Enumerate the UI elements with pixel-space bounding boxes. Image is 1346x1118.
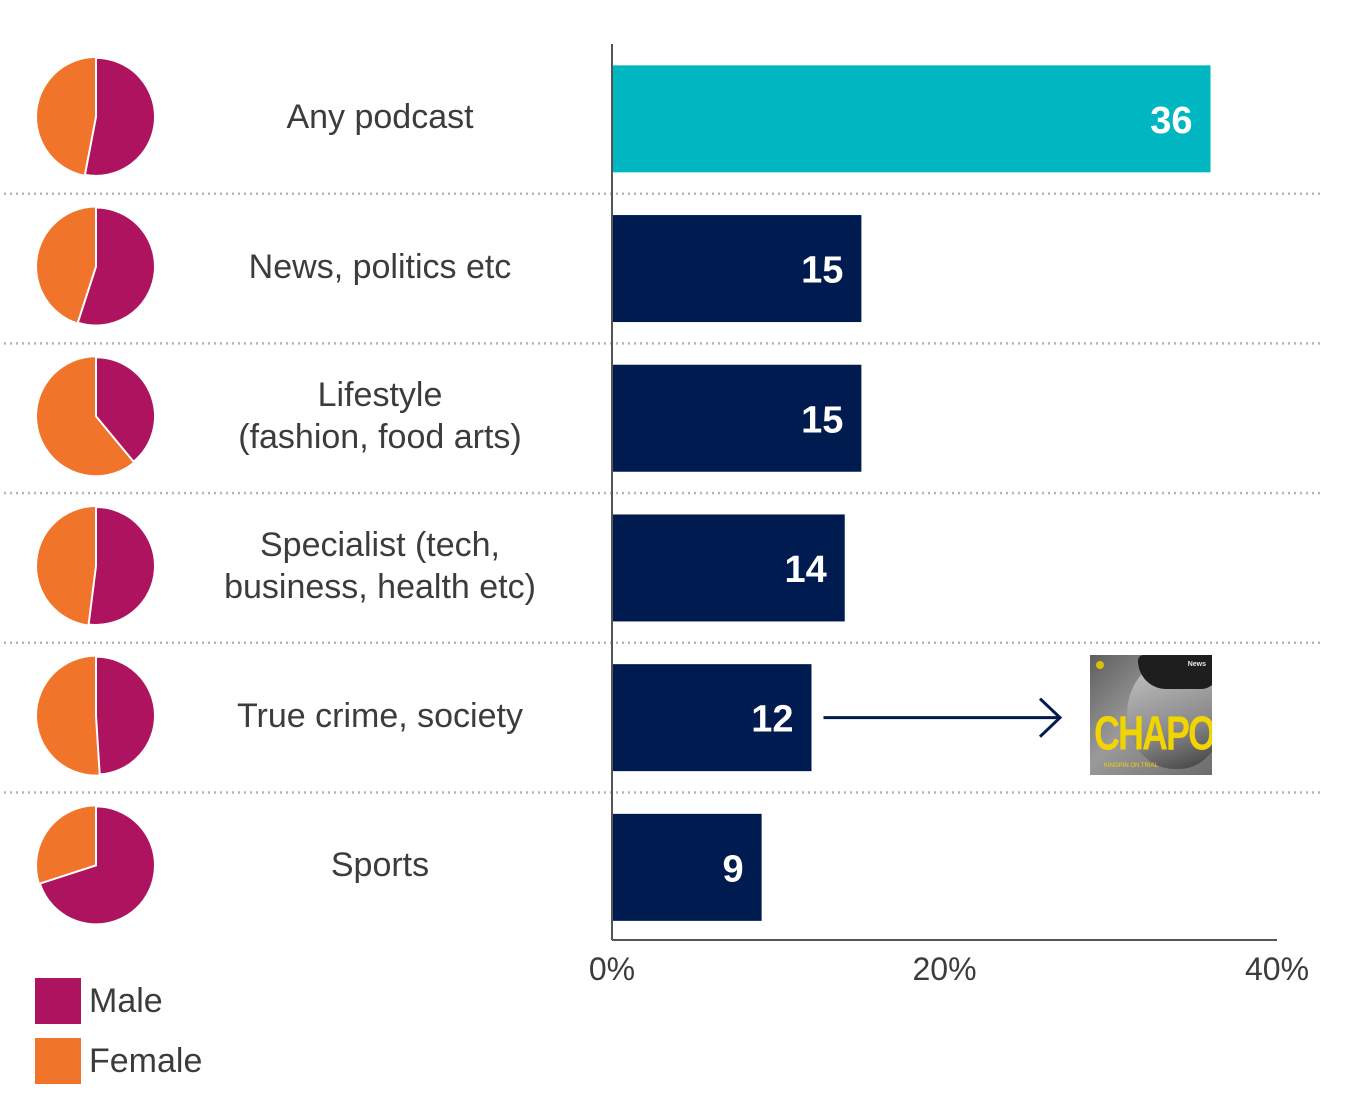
bar-value-label-4: 12 (751, 699, 793, 741)
category-label-line: (fashion, food arts) (238, 418, 522, 457)
pie-male-slice-1 (76, 206, 156, 327)
chapo-podcast-thumbnail: News CHAPO KINGPIN ON TRIAL (1090, 655, 1212, 775)
bar-value-label-1: 15 (801, 250, 843, 292)
x-tick-label-2: 40% (1245, 951, 1309, 987)
legend-label-male: Male (89, 981, 163, 1020)
bar-4 (612, 664, 812, 772)
pie-male-slice-4 (95, 655, 156, 776)
category-label-1: News, politics etc (190, 246, 570, 288)
pie-male-slice-3 (87, 505, 156, 626)
pie-male-slice-5 (38, 805, 156, 926)
bar-0 (612, 65, 1211, 173)
pie-male-slice-2 (95, 356, 156, 464)
bar-1 (612, 215, 862, 323)
category-label-2: Lifestyle (fashion, food arts) (190, 374, 570, 458)
category-label-line: True crime, society (237, 696, 523, 735)
bar-value-label-2: 15 (801, 399, 843, 441)
category-label-5: Sports (190, 844, 570, 886)
category-label-line: business, health etc) (224, 567, 536, 606)
category-label-line: News, politics etc (248, 247, 512, 286)
thumbnail-title: CHAPO (1094, 705, 1212, 761)
bar-value-label-0: 36 (1150, 100, 1192, 142)
bar-2 (612, 364, 862, 472)
bar-3 (612, 514, 845, 622)
arrow-right-icon (1038, 697, 1063, 738)
legend-label-female: Female (89, 1041, 203, 1080)
spotify-logo-icon (1096, 661, 1104, 669)
bar-value-label-3: 14 (784, 549, 826, 591)
category-label-4: True crime, society (190, 695, 570, 737)
category-label-0: Any podcast (190, 96, 570, 138)
legend-item-female: Female (35, 1038, 202, 1084)
legend-swatch-male (35, 978, 81, 1024)
bar-value-label-5: 9 (722, 848, 743, 890)
pie-male-slice-0 (83, 56, 156, 177)
x-tick-label-0: 0% (589, 951, 635, 987)
legend-swatch-female (35, 1038, 81, 1084)
category-label-line: Sports (330, 846, 430, 885)
legend-item-male: Male (35, 978, 163, 1024)
category-label-line: Specialist (tech, (260, 525, 500, 564)
category-label-line: Lifestyle (317, 376, 443, 415)
bar-5 (612, 813, 762, 921)
category-label-3: Specialist (tech, business, health etc) (190, 524, 570, 608)
x-tick-label-1: 20% (912, 951, 976, 987)
thumbnail-subtitle: KINGPIN ON TRIAL (1104, 763, 1158, 769)
thumbnail-brand: News (1187, 661, 1206, 668)
category-label-line: Any podcast (286, 97, 474, 136)
